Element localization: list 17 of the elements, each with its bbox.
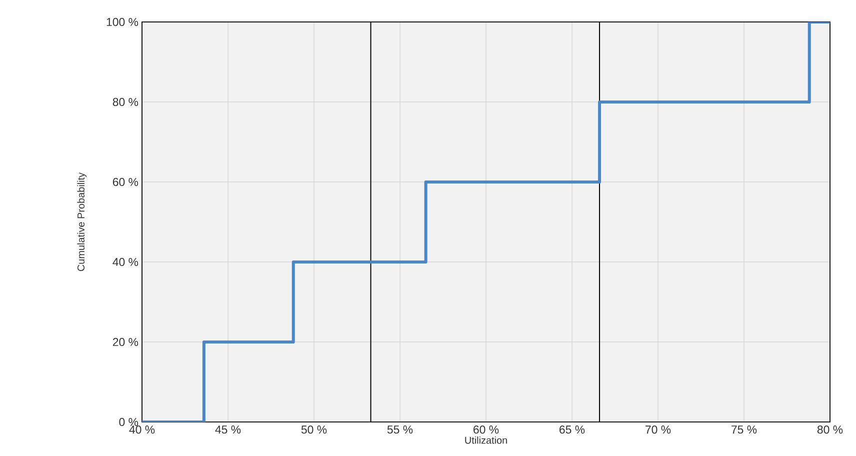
y-tick-label: 20 % [112, 338, 138, 346]
y-tick-label: 60 % [112, 178, 138, 186]
x-tick-label: 50 % [301, 426, 327, 434]
y-tick-label: 80 % [112, 98, 138, 106]
x-tick-label: 40 % [129, 426, 155, 434]
x-axis-title: Utilization [465, 436, 507, 444]
x-tick-label: 75 % [732, 426, 757, 434]
x-tick-label: 45 % [215, 426, 241, 434]
x-tick-label: 55 % [387, 426, 413, 434]
y-tick-label: 0 % [119, 418, 138, 426]
x-tick-label: 80 % [817, 426, 843, 434]
y-axis-title: Cumulative Probability [77, 172, 86, 272]
x-tick-label: 70 % [646, 426, 671, 434]
y-tick-label: 100 % [106, 18, 138, 26]
x-tick-label: 65 % [560, 426, 585, 434]
y-tick-label: 40 % [112, 258, 138, 266]
x-tick-label: 60 % [474, 426, 499, 434]
